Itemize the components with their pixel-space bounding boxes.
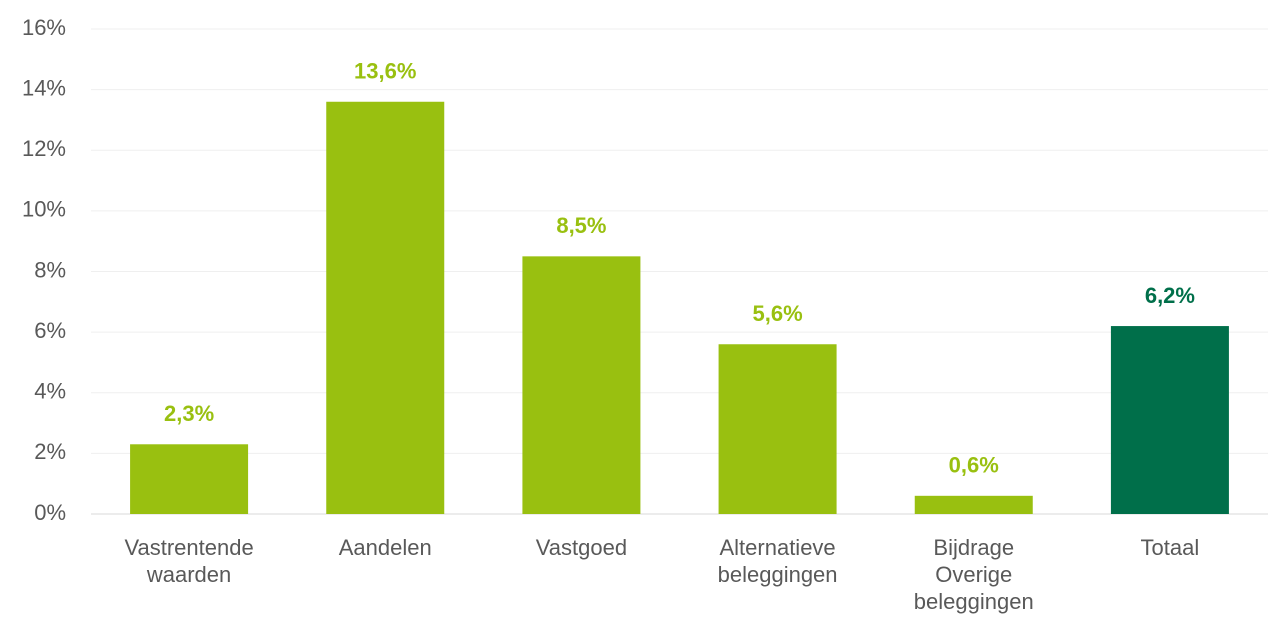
y-tick-label: 12% — [22, 136, 66, 161]
x-tick-label: Totaal — [1141, 535, 1200, 560]
bar — [522, 256, 641, 514]
bar — [914, 495, 1033, 514]
x-tick-label-line: Overige — [935, 562, 1012, 587]
y-tick-label: 14% — [22, 75, 66, 100]
y-tick-label: 8% — [34, 257, 66, 282]
bar — [130, 444, 249, 514]
x-tick-label: Aandelen — [339, 535, 432, 560]
x-tick-label: Bijdrage Overige beleggingen — [914, 535, 1034, 614]
value-label: 8,5% — [556, 213, 606, 238]
x-tick-label-line: beleggingen — [914, 589, 1034, 614]
value-label: 6,2% — [1145, 283, 1195, 308]
y-tick-label: 2% — [34, 439, 66, 464]
value-label: 13,6% — [354, 59, 416, 84]
x-tick-label-line: beleggingen — [718, 562, 838, 587]
y-tick-label: 6% — [34, 318, 66, 343]
x-tick-label-line: Totaal — [1141, 535, 1200, 560]
y-tick-label: 0% — [34, 500, 66, 525]
x-tick-label: Alternatieve beleggingen — [718, 535, 838, 587]
bar — [718, 344, 837, 514]
bar — [1110, 326, 1229, 514]
y-tick-label: 4% — [34, 379, 66, 404]
y-tick-label: 16% — [22, 15, 66, 40]
bar — [326, 101, 445, 514]
x-tick-label-line: Vastgoed — [536, 535, 627, 560]
x-tick-label-line: Bijdrage — [933, 535, 1014, 560]
x-tick-label-line: Alternatieve — [719, 535, 835, 560]
value-label: 5,6% — [753, 301, 803, 326]
x-tick-label-line: Vastrentende — [124, 535, 253, 560]
value-label: 2,3% — [164, 401, 214, 426]
x-tick-label: Vastrentende waarden — [124, 535, 253, 587]
value-label: 0,6% — [949, 453, 999, 478]
x-tick-label-line: Aandelen — [339, 535, 432, 560]
x-tick-label: Vastgoed — [536, 535, 627, 560]
y-tick-label: 10% — [22, 197, 66, 222]
x-tick-label-line: waarden — [146, 562, 231, 587]
